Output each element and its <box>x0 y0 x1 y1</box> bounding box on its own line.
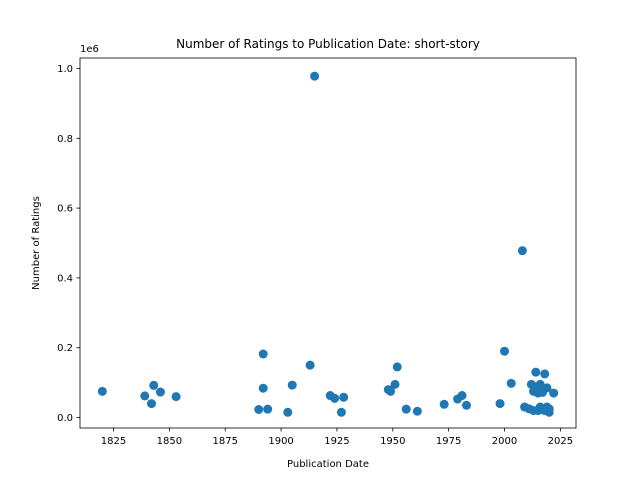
data-point-12 <box>305 360 315 370</box>
data-point-16 <box>336 407 346 417</box>
x-axis-label: Publication Date <box>287 459 369 470</box>
x-tick-label: 2025 <box>548 436 573 447</box>
y-axis: 0.0 0.2 0.4 0.6 0.8 1.0 <box>57 64 80 424</box>
data-point-51 <box>549 388 559 398</box>
data-point-13 <box>310 71 320 81</box>
y-tick-label: 1.0 <box>57 64 73 75</box>
data-point-17 <box>339 392 349 402</box>
data-point-3 <box>149 380 159 390</box>
data-point-19 <box>386 386 396 396</box>
x-tick-label: 1875 <box>212 436 237 447</box>
data-point-0 <box>97 386 107 396</box>
x-tick-label: 2000 <box>492 436 517 447</box>
data-point-11 <box>287 380 297 390</box>
data-point-15 <box>330 393 340 403</box>
y-tick-label: 0.6 <box>57 204 73 215</box>
x-tick-label: 1850 <box>157 436 182 447</box>
plot-frame <box>79 57 577 429</box>
data-point-27 <box>462 400 472 410</box>
data-point-2 <box>147 399 156 409</box>
x-tick-label: 1900 <box>268 436 293 447</box>
x-tick-label: 1975 <box>436 436 461 447</box>
data-point-45 <box>540 369 550 379</box>
data-point-30 <box>506 378 516 388</box>
y-tick-label: 0.2 <box>57 343 73 354</box>
y-tick-label: 0.0 <box>57 413 73 424</box>
data-point-31 <box>517 246 527 256</box>
y-offset-label: 1e6 <box>80 44 99 55</box>
data-point-7 <box>258 349 268 359</box>
points-layer <box>97 71 559 417</box>
data-point-26 <box>457 391 467 401</box>
data-point-22 <box>401 404 411 414</box>
x-tick-label: 1925 <box>324 436 349 447</box>
data-point-21 <box>392 362 402 372</box>
data-point-20 <box>390 379 400 389</box>
x-tick-label: 1950 <box>380 436 405 447</box>
data-point-28 <box>495 399 505 409</box>
data-point-24 <box>439 399 449 409</box>
chart-title: Number of Ratings to Publication Date: s… <box>176 37 480 51</box>
data-point-37 <box>531 367 541 377</box>
x-tick-label: 1825 <box>101 436 126 447</box>
data-point-10 <box>283 407 293 417</box>
data-point-50 <box>544 404 554 414</box>
data-point-42 <box>535 379 545 389</box>
y-axis-label: Number of Ratings <box>31 196 42 290</box>
data-point-4 <box>155 387 165 397</box>
data-point-6 <box>254 405 264 414</box>
data-point-5 <box>171 392 181 402</box>
data-point-23 <box>412 406 422 416</box>
data-point-29 <box>500 346 509 356</box>
y-tick-label: 0.4 <box>57 273 73 284</box>
data-point-1 <box>140 391 150 401</box>
data-point-9 <box>263 404 273 414</box>
data-point-48 <box>542 383 552 393</box>
y-tick-label: 0.8 <box>57 134 73 145</box>
data-point-8 <box>258 383 268 393</box>
x-axis: 1825 1850 1875 1900 1925 1950 1975 2000 2025 <box>101 428 573 447</box>
